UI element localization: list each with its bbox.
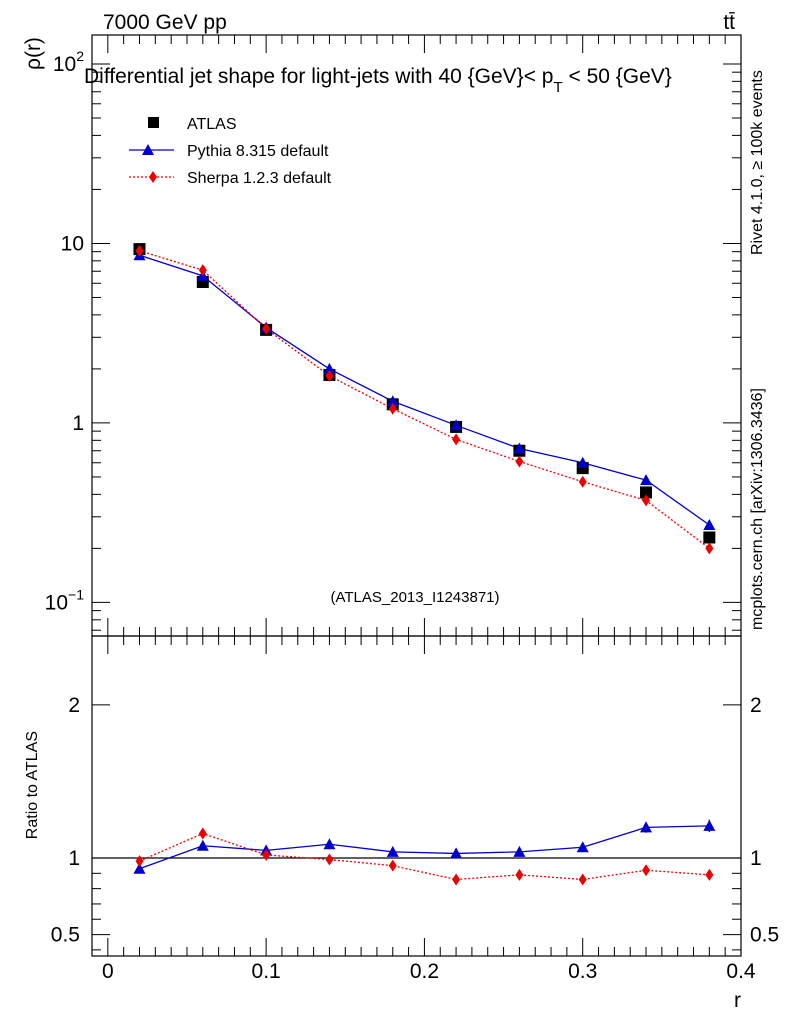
beam-label: 7000 GeV pp <box>103 11 227 34</box>
sherpa-ratio-point <box>705 868 714 881</box>
sherpa-ratio-line <box>139 832 710 881</box>
sherpa-main-point <box>262 322 271 335</box>
sherpa-main-point <box>198 264 207 277</box>
sherpa-ratio-point <box>198 827 207 840</box>
main-y-axis-label: ρ(r) <box>22 37 45 70</box>
sherpa-main-point <box>452 433 461 446</box>
sherpa-main-point <box>388 402 397 415</box>
sherpa-ratio-point <box>325 853 334 866</box>
pythia-ratio-point <box>450 847 463 859</box>
pythia-ratio-point <box>703 819 716 831</box>
x-tick-label: 0.4 <box>726 960 756 983</box>
x-tick-label: 0 <box>102 960 114 983</box>
main-y-tick-label: 1 <box>72 412 84 435</box>
legend-sherpa-label: Sherpa 1.2.3 default <box>187 170 332 187</box>
ratio-y-axis-label: Ratio to ATLAS <box>24 731 41 839</box>
sherpa-main-point <box>515 455 524 468</box>
main-y-tick-label: 10 <box>61 232 84 255</box>
sherpa-ratio-point <box>642 864 651 877</box>
sherpa-ratio-point <box>135 855 144 868</box>
x-tick-label: 0.1 <box>252 960 281 983</box>
pythia-main-point <box>576 456 589 468</box>
plot-title: Differential jet shape for light-jets wi… <box>84 65 672 96</box>
x-tick-label: 0.3 <box>568 960 597 983</box>
legend: ATLAS Pythia 8.315 default Sherpa 1.2.3 … <box>129 116 332 187</box>
sherpa-main-point <box>578 475 587 488</box>
legend-pythia-marker <box>142 144 154 155</box>
ratio-y-tick-label-left: 1 <box>68 847 80 870</box>
legend-sherpa-marker <box>149 171 157 183</box>
main-y-tick-label: 102 <box>53 48 84 76</box>
sherpa-main-line <box>139 250 710 549</box>
ratio-data-layer <box>133 819 716 886</box>
x-axis-label: r <box>734 989 741 1012</box>
sherpa-main-point <box>325 369 334 382</box>
ratio-tick-labels: 0.5 0.5 1 1 2 2 0 0.1 0.2 0.3 0.4 <box>51 694 779 983</box>
pythia-ratio-point <box>323 838 336 850</box>
pythia-main-point <box>323 362 336 374</box>
pythia-main-line <box>139 254 710 526</box>
plot-title-main: Differential jet shape for light-jets wi… <box>84 65 553 88</box>
sherpa-ratio-point <box>515 868 524 881</box>
main-axis-ticks <box>92 35 742 636</box>
pythia-main-point <box>640 474 653 486</box>
pythia-ratio-point <box>513 845 526 857</box>
rivet-label: Rivet 4.1.0, ≥ 100k events <box>749 70 766 255</box>
sherpa-ratio-point <box>388 859 397 872</box>
sherpa-main-point <box>135 244 144 257</box>
sherpa-ratio-point <box>578 873 587 886</box>
pythia-ratio-point <box>386 845 399 857</box>
pythia-main-point <box>703 518 716 530</box>
sherpa-main-point <box>642 494 651 507</box>
main-y-tick-labels: 102 10 1 10−1 <box>45 48 85 614</box>
pythia-ratio-line <box>139 825 710 870</box>
x-tick-label: 0.2 <box>410 960 439 983</box>
source-label: mcplots.cern.ch [arXiv:1306.3436] <box>749 388 766 630</box>
process-label: tt̄ <box>723 11 735 34</box>
sherpa-ratio-point <box>452 873 461 886</box>
sherpa-main-point <box>705 542 714 555</box>
pythia-main-point <box>386 395 399 407</box>
pythia-ratio-point <box>576 841 589 853</box>
analysis-watermark: (ATLAS_2013_I1243871) <box>330 589 499 606</box>
pythia-ratio-point <box>133 862 146 874</box>
legend-atlas-marker <box>148 117 159 128</box>
ratio-y-tick-label-right: 1 <box>750 847 762 870</box>
ratio-y-tick-label-right: 2 <box>750 694 762 717</box>
main-y-tick-label: 10−1 <box>45 586 85 614</box>
pythia-main-point <box>513 442 526 454</box>
pythia-main-point <box>450 419 463 431</box>
pythia-ratio-point <box>196 839 209 851</box>
ratio-y-tick-label-right: 0.5 <box>750 924 779 947</box>
ratio-y-tick-label-left: 2 <box>68 694 80 717</box>
atlas-main-point <box>640 486 653 499</box>
atlas-main-point <box>703 531 716 544</box>
main-data-layer <box>133 243 716 555</box>
plot-title-tail: < 50 {GeV} <box>563 65 672 88</box>
ratio-panel-frame <box>91 635 742 957</box>
sherpa-ratio-point <box>262 848 271 861</box>
pythia-ratio-point <box>640 821 653 833</box>
ratio-y-tick-label-left: 0.5 <box>51 924 80 947</box>
plot-title-subscript: T <box>553 79 562 96</box>
legend-pythia-label: Pythia 8.315 default <box>187 143 329 160</box>
legend-atlas-label: ATLAS <box>187 116 237 133</box>
ratio-axis-ticks <box>92 636 742 956</box>
